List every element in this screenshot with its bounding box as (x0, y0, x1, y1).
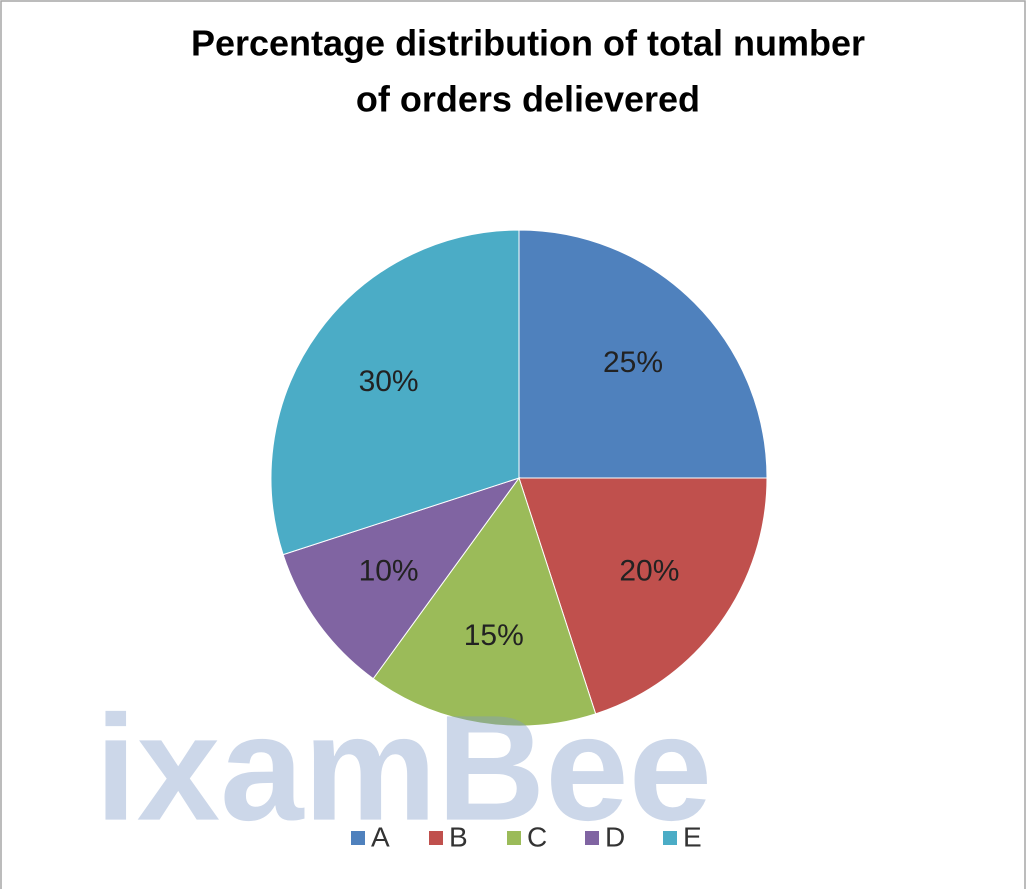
pie-slice (518, 229, 768, 479)
data-label: 30% (359, 365, 419, 398)
data-label: 25% (603, 346, 663, 379)
chart-title: of orders delievered (356, 79, 700, 120)
legend-label: A (371, 821, 390, 852)
legend-swatch (585, 831, 599, 845)
pie-slice (518, 477, 768, 715)
legend-swatch (429, 831, 443, 845)
legend-swatch (663, 831, 677, 845)
chart-title: Percentage distribution of total number (191, 23, 865, 64)
watermark: ixamBee (95, 684, 712, 852)
legend-label: E (683, 821, 702, 852)
legend-swatch (351, 831, 365, 845)
legend-label: B (449, 821, 468, 852)
data-label: 20% (619, 555, 679, 588)
pie-slice (282, 477, 521, 680)
legend-swatch (507, 831, 521, 845)
legend-label: D (605, 821, 625, 852)
data-label: 15% (464, 619, 524, 652)
pie-slice (270, 229, 520, 556)
pie-slice (372, 476, 597, 727)
data-label: 10% (359, 555, 419, 588)
legend-label: C (527, 821, 547, 852)
